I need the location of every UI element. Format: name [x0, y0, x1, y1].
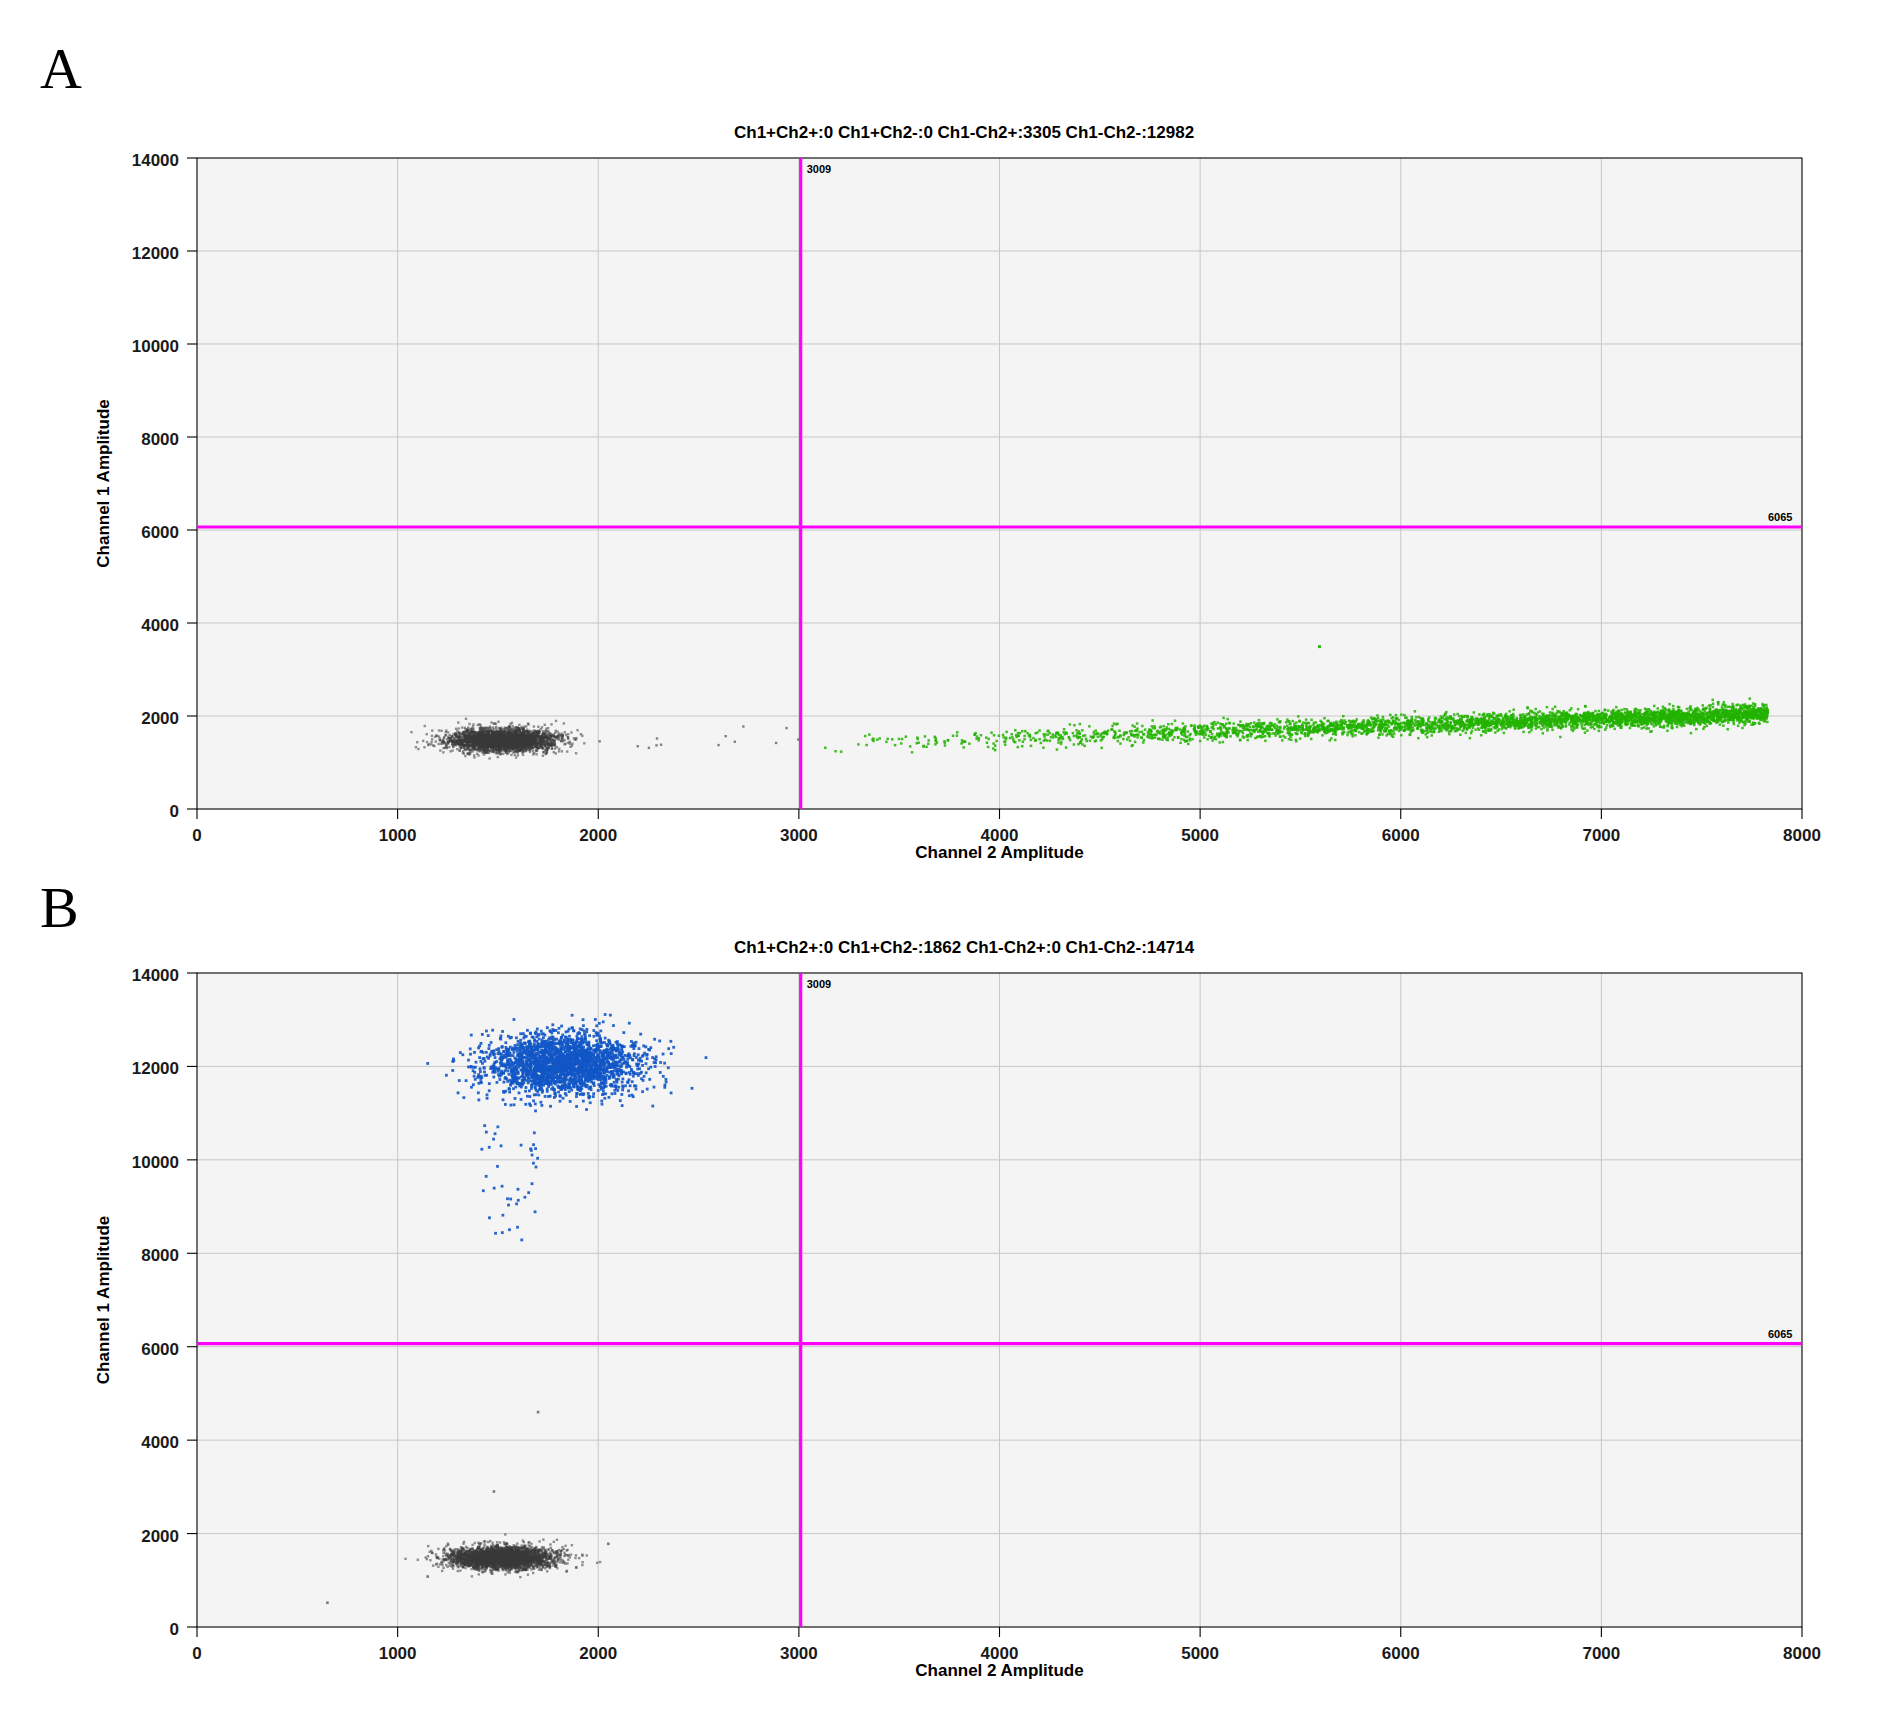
- svg-text:2000: 2000: [141, 1527, 179, 1546]
- svg-text:8000: 8000: [1783, 1644, 1821, 1663]
- svg-text:12000: 12000: [132, 1059, 179, 1078]
- svg-text:4000: 4000: [141, 1433, 179, 1452]
- svg-text:Channel 1 Amplitude: Channel 1 Amplitude: [94, 1216, 113, 1384]
- svg-text:3000: 3000: [780, 1644, 818, 1663]
- svg-text:1000: 1000: [379, 1644, 417, 1663]
- svg-text:10000: 10000: [132, 1153, 179, 1172]
- svg-text:0: 0: [192, 1644, 201, 1663]
- svg-text:14000: 14000: [132, 966, 179, 985]
- svg-text:B: B: [40, 875, 79, 940]
- svg-text:3009: 3009: [807, 978, 831, 990]
- svg-text:8000: 8000: [141, 1246, 179, 1265]
- svg-text:2000: 2000: [579, 1644, 617, 1663]
- svg-text:5000: 5000: [1181, 1644, 1219, 1663]
- svg-text:Ch1+Ch2+:0 Ch1+Ch2-:1862 Ch1: Ch1+Ch2+:0 Ch1+Ch2-:1862 Ch1-Ch2+:0 Ch1-…: [734, 938, 1195, 957]
- svg-text:6000: 6000: [141, 1340, 179, 1359]
- svg-text:6065: 6065: [1768, 1328, 1792, 1340]
- svg-text:Channel 2 Amplitude: Channel 2 Amplitude: [915, 1661, 1083, 1680]
- svg-text:7000: 7000: [1582, 1644, 1620, 1663]
- svg-text:0: 0: [170, 1620, 179, 1639]
- svg-text:6000: 6000: [1382, 1644, 1420, 1663]
